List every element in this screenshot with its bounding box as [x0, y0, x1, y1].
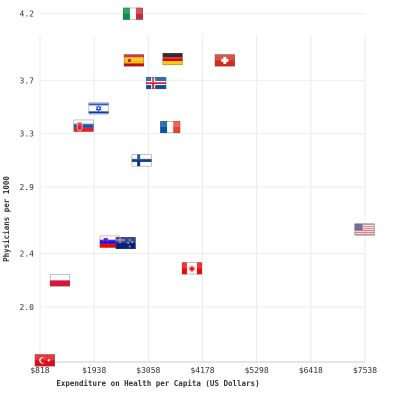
tick-labels: $818 $1938 $3058 $4178 $5298 $6418 $7538 2.0 2.4…: [20, 10, 378, 375]
x-tick-label: $5298: [245, 366, 269, 375]
data-point-france-flag: [160, 121, 181, 134]
y-tick-label: 3.7: [20, 76, 35, 85]
data-point-united-states-flag: [354, 223, 375, 236]
data-points: [34, 7, 375, 367]
y-axis-title: Physicians per 1000: [2, 176, 11, 262]
y-tick-label: 2.0: [20, 303, 35, 312]
data-point-slovakia-flag: [73, 119, 94, 132]
data-point-italy-flag: [122, 7, 143, 20]
data-point-new-zealand-flag: [115, 237, 136, 250]
data-point-spain-flag: [123, 54, 144, 67]
data-point-poland-flag: [49, 274, 70, 287]
y-tick-label: 3.3: [20, 130, 35, 139]
data-point-canada-flag: [181, 262, 202, 275]
data-point-switzerland-flag: [214, 54, 235, 67]
x-tick-label: $7538: [353, 366, 377, 375]
y-tick-label: 4.2: [20, 10, 35, 19]
x-tick-label: $3058: [136, 366, 160, 375]
data-point-germany-flag: [162, 53, 183, 66]
grid: [39, 13, 366, 362]
data-point-turkey-flag: [34, 354, 55, 367]
x-tick-label: $4178: [190, 366, 214, 375]
x-tick-label: $1938: [82, 366, 106, 375]
data-point-finland-flag: [131, 154, 152, 167]
x-axis-title: Expenditure on Health per Capita (US Dol…: [56, 379, 259, 388]
x-tick-label: $6418: [299, 366, 323, 375]
x-tick-label: $818: [30, 366, 49, 375]
y-tick-label: 2.4: [20, 250, 35, 259]
y-tick-label: 2.9: [20, 183, 35, 192]
data-point-iceland-flag: [146, 77, 167, 90]
data-point-israel-flag: [88, 102, 109, 115]
data-point-slovenia-flag: [99, 235, 120, 248]
